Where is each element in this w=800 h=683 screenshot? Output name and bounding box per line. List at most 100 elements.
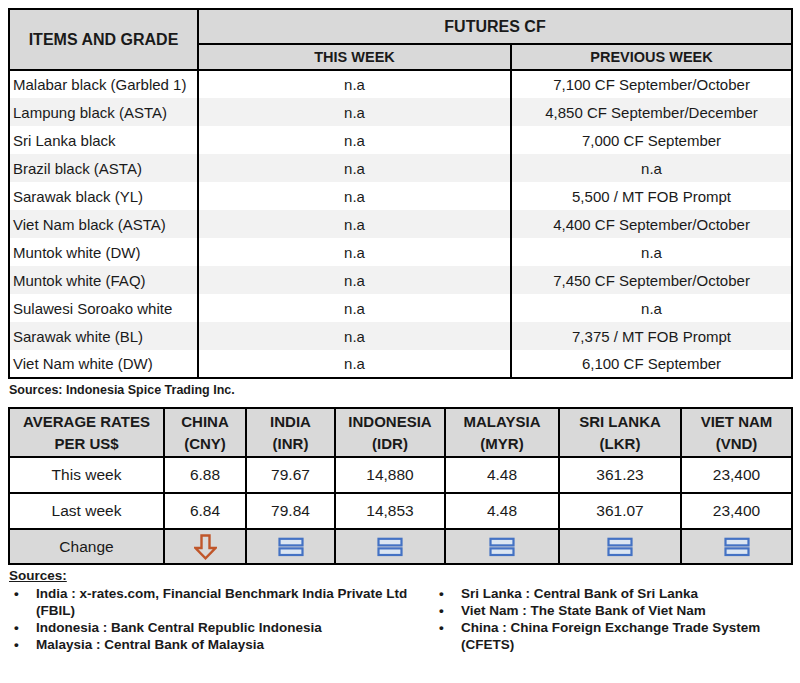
cell-previous-week: n.a (511, 238, 792, 266)
cell-this-week: n.a (198, 210, 511, 238)
country-name: INDONESIA (336, 411, 444, 433)
table-row: Malabar black (Garbled 1)n.a7,100 CF Sep… (9, 70, 792, 98)
cell-this-week: n.a (198, 154, 511, 182)
cell-item-name: Muntok white (DW) (9, 238, 198, 266)
cell-this-week: n.a (198, 294, 511, 322)
futures-source-note: Sources: Indonesia Spice Trading Inc. (9, 383, 792, 397)
report-page: ITEMS AND GRADE FUTURES CF THIS WEEK PRE… (0, 0, 800, 653)
cell-item-name: Sri Lanka black (9, 126, 198, 154)
cell-previous-week: 4,400 CF September/October (511, 210, 792, 238)
currency-code: (LKR) (560, 433, 680, 455)
average-rates-label-line2: PER US$ (10, 433, 163, 455)
cell-item-name: Viet Nam white (DW) (9, 350, 198, 378)
sources-title: Sources: (9, 568, 792, 583)
cell-this-week: n.a (198, 126, 511, 154)
table-row: Sarawak white (BL)n.a7,375 / MT FOB Prom… (9, 322, 792, 350)
equals-icon (724, 537, 750, 557)
equals-icon (607, 537, 633, 557)
cell-previous-week: n.a (511, 294, 792, 322)
change-equal-indicator (607, 537, 633, 557)
last-week-rate: 14,853 (335, 493, 445, 529)
cell-previous-week: 6,100 CF September (511, 350, 792, 378)
cell-item-name: Sarawak white (BL) (9, 322, 198, 350)
cell-item-name: Lampung black (ASTA) (9, 98, 198, 126)
average-rates-table: AVERAGE RATES PER US$ CHINA(CNY)INDIA(IN… (8, 407, 793, 565)
source-item: China : China Foreign Exchange Trade Sys… (433, 619, 792, 653)
cell-item-name: Brazil black (ASTA) (9, 154, 198, 182)
cell-previous-week: 7,000 CF September (511, 126, 792, 154)
source-item: India : x-rates.com, Financial Benchmark… (8, 585, 433, 619)
country-header: SRI LANKA(LKR) (559, 408, 681, 457)
country-header: MALAYSIA(MYR) (445, 408, 559, 457)
cell-this-week: n.a (198, 322, 511, 350)
change-equal-indicator (377, 537, 403, 557)
cell-this-week: n.a (198, 266, 511, 294)
cell-this-week: n.a (198, 350, 511, 378)
cell-this-week: n.a (198, 182, 511, 210)
average-rates-label-line1: AVERAGE RATES (10, 411, 163, 433)
cell-previous-week: 7,450 CF September/October (511, 266, 792, 294)
this-week-rate: 23,400 (681, 457, 792, 493)
change-equal-indicator (489, 537, 515, 557)
source-item: Sri Lanka : Central Bank of Sri Lanka (433, 585, 792, 602)
change-row: Change (9, 529, 792, 564)
items-and-grade-header: ITEMS AND GRADE (9, 9, 198, 70)
sources-list-left: India : x-rates.com, Financial Benchmark… (8, 585, 433, 653)
change-indicator-cell (335, 529, 445, 564)
country-header: INDIA(INR) (246, 408, 335, 457)
this-week-rate: 14,880 (335, 457, 445, 493)
table-row: Brazil black (ASTA)n.an.a (9, 154, 792, 182)
change-indicator-cell (246, 529, 335, 564)
last-week-rate: 4.48 (445, 493, 559, 529)
currency-code: (VND) (682, 433, 791, 455)
change-indicator-cell (445, 529, 559, 564)
cell-this-week: n.a (198, 238, 511, 266)
change-equal-indicator (278, 537, 304, 557)
futures-cf-header: FUTURES CF (198, 9, 792, 44)
rates-header-row: AVERAGE RATES PER US$ CHINA(CNY)INDIA(IN… (9, 408, 792, 457)
change-equal-indicator (724, 537, 750, 557)
currency-code: (CNY) (165, 433, 245, 455)
equals-icon (489, 537, 515, 557)
this-week-rate: 6.88 (164, 457, 246, 493)
country-header: CHINA(CNY) (164, 408, 246, 457)
cell-previous-week: n.a (511, 154, 792, 182)
cell-this-week: n.a (198, 98, 511, 126)
equals-icon (278, 537, 304, 557)
country-header: INDONESIA(IDR) (335, 408, 445, 457)
currency-code: (INR) (247, 433, 334, 455)
table-row: Sarawak black (YL)n.a5,500 / MT FOB Prom… (9, 182, 792, 210)
sources-list-right: Sri Lanka : Central Bank of Sri LankaVie… (433, 585, 792, 653)
currency-code: (MYR) (446, 433, 558, 455)
table-row: Sulawesi Soroako whiten.an.a (9, 294, 792, 322)
last-week-rate: 361.07 (559, 493, 681, 529)
table-row: Viet Nam white (DW)n.a6,100 CF September (9, 350, 792, 378)
table-row: Muntok white (FAQ)n.a7,450 CF September/… (9, 266, 792, 294)
this-week-rate: 79.67 (246, 457, 335, 493)
source-item: Malaysia : Central Bank of Malaysia (8, 636, 433, 653)
this-week-row: This week 6.8879.6714,8804.48361.2323,40… (9, 457, 792, 493)
last-week-label: Last week (9, 493, 164, 529)
last-week-rate: 79.84 (246, 493, 335, 529)
cell-previous-week: 7,100 CF September/October (511, 70, 792, 98)
change-indicator-cell (681, 529, 792, 564)
average-rates-header: AVERAGE RATES PER US$ (9, 408, 164, 457)
table-row: Viet Nam black (ASTA)n.a4,400 CF Septemb… (9, 210, 792, 238)
cell-item-name: Sulawesi Soroako white (9, 294, 198, 322)
futures-table: ITEMS AND GRADE FUTURES CF THIS WEEK PRE… (8, 8, 793, 379)
cell-previous-week: 5,500 / MT FOB Prompt (511, 182, 792, 210)
equals-icon (377, 537, 403, 557)
change-indicator-cell (559, 529, 681, 564)
this-week-label: This week (9, 457, 164, 493)
source-item: Indonesia : Bank Central Republic Indone… (8, 619, 433, 636)
change-indicator-cell (164, 529, 246, 564)
this-week-rate: 4.48 (445, 457, 559, 493)
country-name: SRI LANKA (560, 411, 680, 433)
this-week-header: THIS WEEK (198, 44, 511, 70)
last-week-rate: 6.84 (164, 493, 246, 529)
table-row: Sri Lanka blackn.a7,000 CF September (9, 126, 792, 154)
country-name: INDIA (247, 411, 334, 433)
cell-item-name: Sarawak black (YL) (9, 182, 198, 210)
sources-columns: India : x-rates.com, Financial Benchmark… (8, 585, 792, 653)
currency-code: (IDR) (336, 433, 444, 455)
